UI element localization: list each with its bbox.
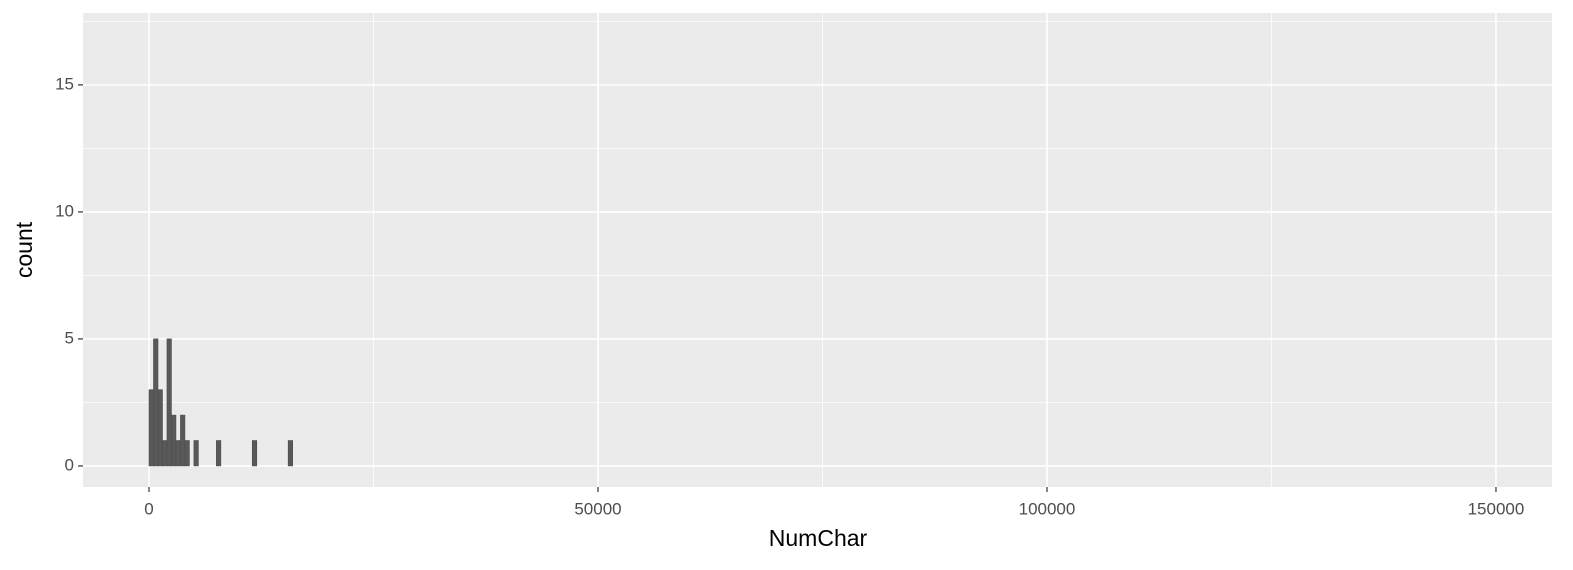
x-axis-title: NumChar — [769, 525, 868, 551]
bar — [216, 440, 222, 467]
y-tick-label: 0 — [65, 455, 74, 474]
x-tick-label: 150000 — [1468, 499, 1525, 518]
y-axis-title: count — [11, 221, 37, 278]
y-tick-label: 5 — [65, 328, 74, 347]
bar — [287, 440, 293, 467]
bar — [180, 414, 186, 467]
bar — [251, 440, 258, 467]
bar — [157, 389, 163, 467]
bar — [153, 338, 159, 467]
bar — [166, 338, 172, 467]
bar — [184, 440, 190, 467]
panel — [83, 13, 1552, 487]
bar — [193, 440, 199, 467]
marks — [148, 338, 293, 467]
bar — [175, 440, 181, 467]
bar — [148, 389, 154, 467]
bar — [171, 414, 177, 467]
x-tick-label: 50000 — [574, 499, 621, 518]
x-tick-label: 0 — [144, 499, 153, 518]
x-tick-label: 100000 — [1019, 499, 1076, 518]
y-tick-label: 10 — [55, 201, 74, 220]
bar — [162, 440, 168, 467]
y-tick-label: 15 — [55, 74, 74, 93]
grid — [83, 13, 1552, 487]
